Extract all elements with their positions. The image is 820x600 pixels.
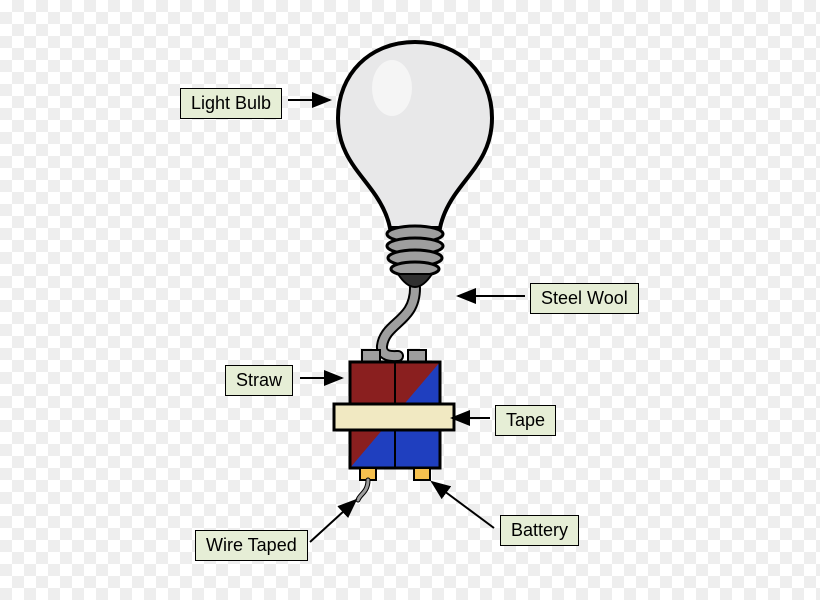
diagram-svg	[0, 0, 820, 600]
battery-assembly	[334, 350, 454, 500]
label-steel-wool: Steel Wool	[530, 283, 639, 314]
label-text: Steel Wool	[541, 288, 628, 308]
label-text: Wire Taped	[206, 535, 297, 555]
label-light-bulb: Light Bulb	[180, 88, 282, 119]
label-text: Light Bulb	[191, 93, 271, 113]
label-wire-taped: Wire Taped	[195, 530, 308, 561]
arrows	[288, 100, 525, 542]
arrow-battery	[432, 482, 494, 528]
light-bulb	[338, 42, 492, 287]
label-text: Tape	[506, 410, 545, 430]
wire	[382, 288, 415, 356]
label-tape: Tape	[495, 405, 556, 436]
label-text: Battery	[511, 520, 568, 540]
label-text: Straw	[236, 370, 282, 390]
label-straw: Straw	[225, 365, 293, 396]
label-battery: Battery	[500, 515, 579, 546]
arrow-wire-taped	[310, 500, 356, 542]
